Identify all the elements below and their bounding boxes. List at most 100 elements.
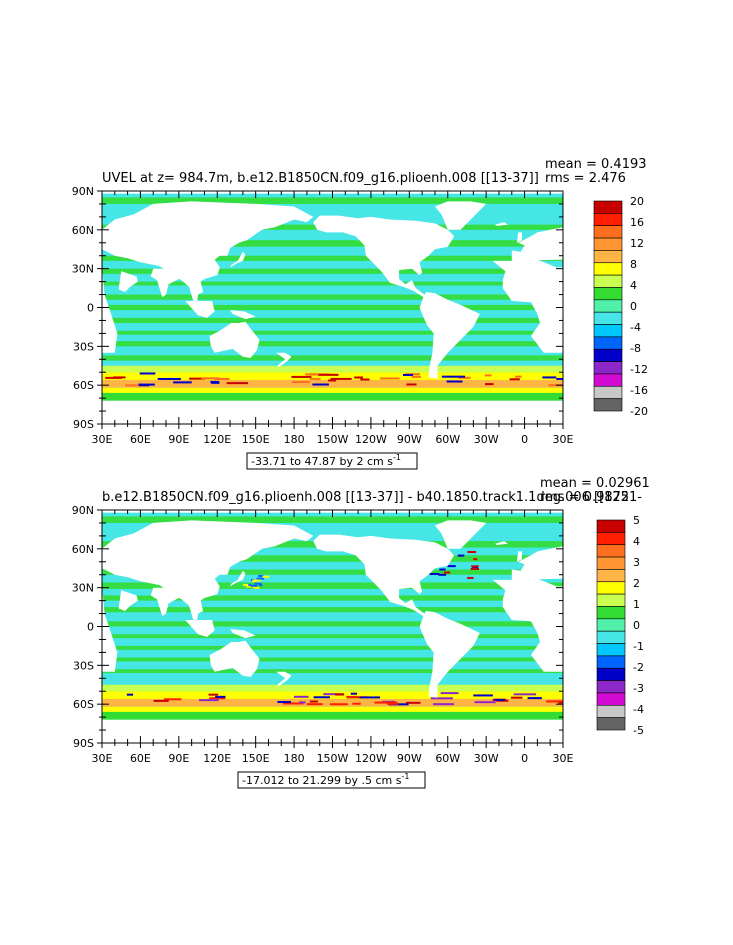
jet-streak [214,377,230,380]
colorbar-swatch [593,250,623,264]
contour-info-main: -33.71 to 47.87 by 2 cm s [251,455,393,468]
colorbar-swatch [596,630,626,644]
jet-streak [293,695,309,698]
green-band [102,355,563,361]
colorbar-swatch [593,200,623,214]
colorbar-swatch [596,717,626,731]
gulfstream-streak [467,576,474,579]
jet-light [102,684,563,692]
kuroshio-streak [252,579,261,582]
y-tick-label: 90N [72,504,94,517]
colorbar-label: 20 [630,195,644,208]
jet-streak [291,375,312,378]
colorbar-swatch [593,299,623,313]
green-band [102,240,563,247]
jet-streak [458,376,471,379]
y-tick-label: 30N [72,582,94,595]
land-mask [276,671,292,686]
kuroshio-streak [242,583,249,586]
jet-streak [199,699,219,702]
jet-streak [387,702,399,705]
x-tick-label: 150W [317,752,349,765]
jet-streak [388,703,409,706]
kuroshio-streak [246,585,255,588]
jet-streak [360,378,370,381]
x-tick-label: 120W [355,433,387,446]
land-mask [230,310,256,320]
jet-streak [189,377,206,380]
jet-streak [318,373,339,376]
gulfstream-streak [429,572,440,575]
colorbar-swatch [596,643,626,657]
green-band [102,645,563,650]
colorbar-label: -5 [633,724,644,737]
land-mask [102,520,314,626]
land-mask [185,620,215,637]
jet-streak [352,702,361,705]
green-band [102,341,563,347]
jet-streak [346,696,369,699]
jet-streak [430,697,453,700]
x-tick-label: 30E [92,433,113,446]
x-tick-label: 30W [474,752,499,765]
kuroshio-streak [262,575,270,578]
colorbar-swatch [593,398,623,412]
jet-streak [509,378,520,381]
contour-info-exponent: -1 [401,772,409,781]
land-mask [150,268,182,298]
jet-streak [139,372,156,375]
land-mask [230,629,256,639]
jet-streak [173,381,192,384]
jet-streak [515,375,522,378]
green-band [102,281,563,286]
kuroshio-streak [245,583,252,586]
y-tick-label: 30N [72,263,94,276]
x-tick-label: 90W [397,752,422,765]
colorbar-label: 4 [630,279,637,292]
jet-streak [546,700,563,703]
jet-streak [277,701,292,704]
green-band [102,657,563,662]
contour-info-text: -17.012 to 21.299 by .5 cm s-1 [242,772,409,787]
colorbar-label: -16 [630,384,648,397]
jet-streak [350,692,358,695]
jet-streak [542,376,557,379]
colorbar-label: 2 [633,577,640,590]
colorbar-swatch [593,385,623,399]
land-mask [313,534,455,617]
contour-info-frame [237,771,426,789]
jet-streak [406,383,417,386]
green-band [102,317,563,324]
x-tick-label: 60W [435,433,460,446]
colorbar-swatch [596,667,626,681]
jet-streak [153,699,169,702]
x-tick-label: 30E [553,433,574,446]
jet-streak [211,381,220,384]
kuroshio-streak [258,584,263,587]
jet-streak [405,701,421,704]
colorbar-swatch [593,348,623,362]
jet-streak [494,698,505,701]
colorbar-swatch [596,569,626,583]
map-panel-1: 30E 60E 90E 120E 150E 180 150W 120W 90W 60W 30W 0 30… [72,157,648,470]
jet-streak [306,703,323,706]
x-tick-label: 120E [203,433,231,446]
colorbar-label: 3 [633,556,640,569]
y-tick-label: 0 [87,302,94,315]
jet-streak [440,692,459,695]
colorbar-swatch [596,618,626,632]
green-band [102,569,563,575]
colorbar: 20 16 12 8 4 0 -4 -8 -12 -16 -20 [593,195,648,418]
colorbar-label: 0 [630,300,637,313]
x-tick-label: 120W [355,752,387,765]
gulfstream-streak [447,565,456,568]
colorbar-label: -20 [630,405,648,418]
jet-streak [328,379,337,382]
colorbar-swatch [596,581,626,595]
jet-streak [513,693,537,696]
colorbar-label: -3 [633,682,644,695]
green-band [102,197,563,204]
panel-title: UVEL at z= 984.7m, b.e12.B1850CN.f09_g16… [102,171,539,186]
kuroshio-streak [250,584,258,587]
gulfstream-streak [473,558,478,561]
